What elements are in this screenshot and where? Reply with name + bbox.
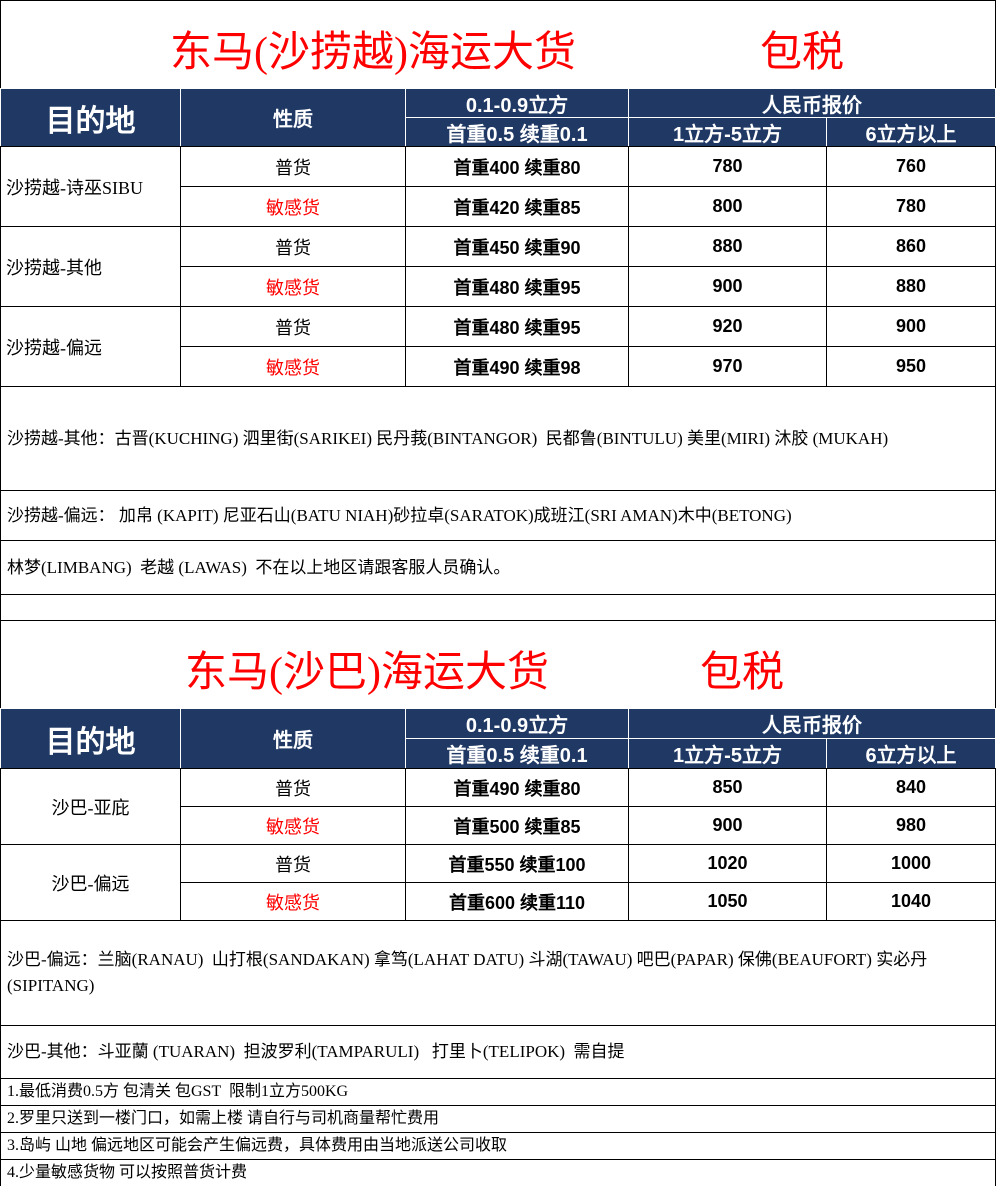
price-cell: 860 <box>826 226 996 267</box>
weight-cell: 首重600 续重110 <box>405 882 629 921</box>
header-cell: 0.1-0.9立方 <box>405 708 629 739</box>
price-cell: 780 <box>628 146 827 187</box>
title-tag: 包税 <box>760 30 845 76</box>
nature-cell: 敏感货 <box>180 186 406 227</box>
header-cell: 1立方-5立方 <box>628 117 827 147</box>
header-cell: 人民币报价 <box>628 708 996 739</box>
header-cell: 目的地 <box>0 88 181 147</box>
header-cell: 人民币报价 <box>628 88 996 118</box>
price-cell: 800 <box>628 186 827 227</box>
nature-cell: 普货 <box>180 768 406 807</box>
price-cell: 880 <box>628 226 827 267</box>
header-cell: 目的地 <box>0 708 181 769</box>
destination-cell: 沙捞越-其他 <box>0 226 181 307</box>
header-cell: 6立方以上 <box>826 738 996 769</box>
destination-cell: 沙捞越-诗巫SIBU <box>0 146 181 227</box>
price-cell: 1020 <box>628 844 827 883</box>
price-cell: 880 <box>826 266 996 307</box>
nature-cell: 敏感货 <box>180 882 406 921</box>
destination-cell: 沙巴-亚庇 <box>0 768 181 845</box>
price-cell: 760 <box>826 146 996 187</box>
nature-cell: 敏感货 <box>180 346 406 387</box>
price-cell: 1050 <box>628 882 827 921</box>
price-cell: 840 <box>826 768 996 807</box>
nature-cell: 普货 <box>180 146 406 187</box>
nature-cell: 普货 <box>180 306 406 347</box>
price-cell: 900 <box>826 306 996 347</box>
title-tag: 包税 <box>700 650 785 696</box>
note-row: 沙捞越-偏远： 加帛 (KAPIT) 尼亚石山(BATU NIAH)砂拉卓(SA… <box>0 490 996 541</box>
footnote: 3.岛屿 山地 偏远地区可能会产生偏远费，具体费用由当地派送公司收取 <box>0 1132 996 1160</box>
price-cell: 970 <box>628 346 827 387</box>
price-cell: 900 <box>628 806 827 845</box>
header-cell: 1立方-5立方 <box>628 738 827 769</box>
weight-cell: 首重420 续重85 <box>405 186 629 227</box>
price-cell: 780 <box>826 186 996 227</box>
header-cell: 首重0.5 续重0.1 <box>405 117 629 147</box>
weight-cell: 首重490 续重98 <box>405 346 629 387</box>
nature-cell: 敏感货 <box>180 266 406 307</box>
price-cell: 900 <box>628 266 827 307</box>
weight-cell: 首重500 续重85 <box>405 806 629 845</box>
price-cell: 980 <box>826 806 996 845</box>
destination-cell: 沙捞越-偏远 <box>0 306 181 387</box>
header-cell: 6立方以上 <box>826 117 996 147</box>
destination-cell: 沙巴-偏远 <box>0 844 181 921</box>
header-cell: 0.1-0.9立方 <box>405 88 629 118</box>
note-row: 林梦(LIMBANG) 老越 (LAWAS) 不在以上地区请跟客服人员确认。 <box>0 540 996 595</box>
section-title: 东马(沙捞越)海运大货 <box>170 30 576 76</box>
weight-cell: 首重490 续重80 <box>405 768 629 807</box>
weight-cell: 首重480 续重95 <box>405 266 629 307</box>
note-row: 沙巴-其他：斗亚蘭 (TUARAN) 担波罗利(TAMPARULI) 打里卜(T… <box>0 1025 996 1079</box>
header-cell: 性质 <box>180 88 406 147</box>
weight-cell: 首重450 续重90 <box>405 226 629 267</box>
nature-cell: 敏感货 <box>180 806 406 845</box>
footnote: 4.少量敏感货物 可以按照普货计费 <box>0 1159 996 1186</box>
weight-cell: 首重400 续重80 <box>405 146 629 187</box>
section-title: 东马(沙巴)海运大货 <box>185 650 549 696</box>
price-cell: 950 <box>826 346 996 387</box>
price-cell: 850 <box>628 768 827 807</box>
footnote: 1.最低消费0.5方 包清关 包GST 限制1立方500KG <box>0 1078 996 1106</box>
header-cell: 首重0.5 续重0.1 <box>405 738 629 769</box>
blank-row <box>0 594 996 621</box>
price-cell: 920 <box>628 306 827 347</box>
nature-cell: 普货 <box>180 226 406 267</box>
price-cell: 1000 <box>826 844 996 883</box>
header-cell: 性质 <box>180 708 406 769</box>
weight-cell: 首重550 续重100 <box>405 844 629 883</box>
note-row: 沙巴-偏远：兰脑(RANAU) 山打根(SANDAKAN) 拿笃(LAHAT D… <box>0 920 996 1026</box>
footnote: 2.罗里只送到一楼门口，如需上楼 请自行与司机商量帮忙费用 <box>0 1105 996 1133</box>
price-cell: 1040 <box>826 882 996 921</box>
nature-cell: 普货 <box>180 844 406 883</box>
weight-cell: 首重480 续重95 <box>405 306 629 347</box>
note-row: 沙捞越-其他：古晋(KUCHING) 泗里街(SARIKEI) 民丹莪(BINT… <box>0 386 996 491</box>
